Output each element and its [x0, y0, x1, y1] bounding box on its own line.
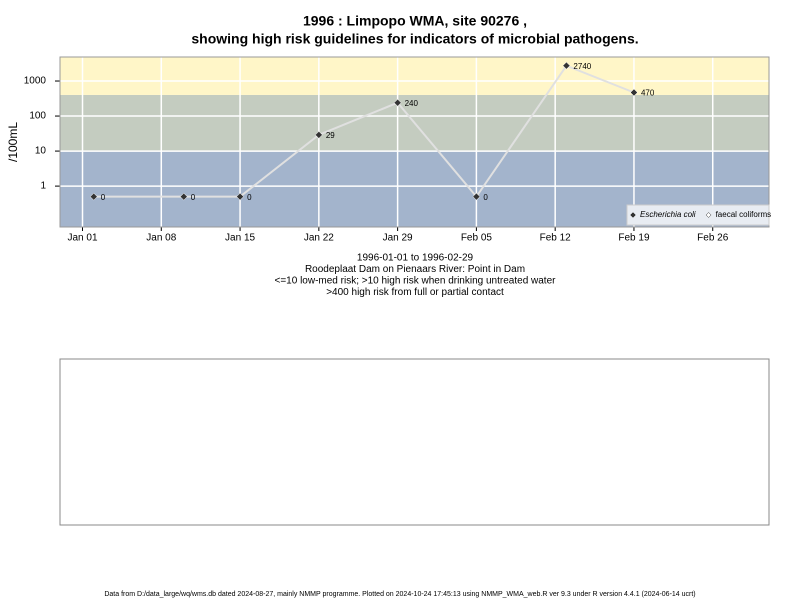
x-tick-label: Feb 12	[540, 233, 572, 244]
data-point	[393, 98, 402, 107]
plot-frame	[59, 56, 770, 228]
x-tick-label: Feb 05	[461, 233, 493, 244]
data-label: 0	[247, 193, 252, 202]
data-label: 0	[191, 193, 196, 202]
x-tick-label: Jan 29	[383, 233, 413, 244]
data-point	[562, 61, 571, 70]
footer: Data from D:/data_large/wq/wms.db dated …	[104, 591, 695, 598]
data-point	[472, 192, 481, 201]
x-tick-label: Jan 08	[146, 233, 176, 244]
data-label: 0	[483, 193, 488, 202]
y-tick-label: 1	[40, 181, 46, 192]
data-point	[179, 192, 188, 201]
x-tick-label: Jan 01	[67, 233, 97, 244]
data-label: 470	[641, 89, 655, 98]
y-tick-label: 1000	[24, 76, 47, 87]
data-label: 240	[405, 99, 419, 108]
x-tick-label: Jan 15	[225, 233, 255, 244]
note: Roodeplaat Dam on Pienaars River: Point …	[305, 264, 525, 275]
legend-box	[626, 204, 770, 226]
data-point	[89, 192, 98, 201]
data-label: 0	[101, 193, 106, 202]
legend-label: Escherichia coli	[640, 210, 696, 219]
x-tick-label: Feb 26	[697, 233, 729, 244]
legend-label: faecal coliforms	[716, 210, 772, 219]
chart-title: 1996 : Limpopo WMA, site 90276 ,	[303, 13, 527, 29]
legend-marker	[705, 212, 712, 218]
data-label: 2740	[573, 62, 591, 71]
note: <=10 low-med risk; >10 high risk when dr…	[275, 276, 557, 287]
x-tick-label: Feb 19	[618, 233, 650, 244]
note: >400 high risk from full or partial cont…	[326, 287, 504, 298]
series-line	[93, 64, 635, 199]
empty-panel	[59, 358, 770, 526]
y-axis-label: /100mL	[6, 122, 20, 162]
y-tick-label: 100	[29, 111, 46, 122]
chart-subtitle: showing high risk guidelines for indicat…	[191, 31, 638, 47]
y-tick-label: 10	[35, 146, 47, 157]
legend-marker	[630, 212, 636, 218]
data-label: 29	[326, 131, 335, 140]
note: 1996-01-01 to 1996-02-29	[357, 253, 474, 264]
data-point	[314, 131, 323, 139]
risk-band	[60, 57, 769, 95]
data-point	[236, 192, 244, 201]
x-tick-label: Jan 22	[304, 233, 334, 244]
data-point	[630, 88, 638, 97]
